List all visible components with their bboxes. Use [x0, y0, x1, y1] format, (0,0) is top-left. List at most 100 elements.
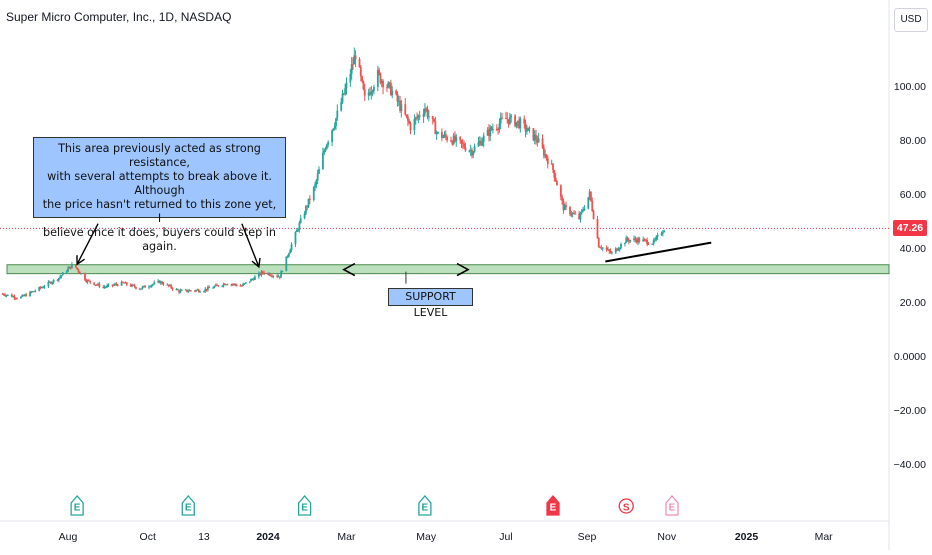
earnings-event-icon[interactable]: E — [70, 495, 84, 516]
candle-body — [620, 243, 622, 248]
arrow-shaft — [76, 223, 99, 265]
candle-body — [661, 232, 664, 234]
candle-body — [29, 291, 31, 297]
candle — [523, 115, 526, 129]
candle-body — [225, 284, 228, 286]
candle — [490, 125, 493, 132]
candle — [303, 210, 306, 220]
candle — [624, 242, 626, 247]
time-axis[interactable]: Aug Oct 13 2024 Mar May Jul Sep Nov 2025 Mar — [59, 531, 834, 543]
candle — [342, 92, 345, 96]
candle-body — [389, 82, 392, 96]
earnings-event-icon[interactable]: E — [297, 495, 312, 516]
candle-body — [452, 135, 455, 145]
event-letter: E — [301, 503, 308, 514]
candle — [206, 285, 209, 292]
candle — [423, 103, 426, 117]
earnings-event-icon[interactable]: E — [546, 495, 560, 516]
earnings-event-icon[interactable]: E — [418, 495, 432, 516]
candle-body — [610, 252, 613, 254]
support-level-label[interactable]: SUPPORT LEVEL — [388, 288, 473, 319]
candle — [596, 215, 599, 239]
candle-body — [221, 285, 224, 287]
price-axis[interactable]: 100.00 80.00 60.00 40.00 20.00 0.0000 −20.00 −4… — [894, 81, 927, 471]
candle-body — [272, 275, 275, 277]
candle-body — [61, 272, 64, 276]
candle-body — [442, 136, 445, 139]
candle — [477, 136, 480, 147]
candle — [106, 283, 109, 288]
earnings-event-icon[interactable]: E — [181, 495, 195, 516]
candle — [417, 114, 420, 124]
candle — [654, 237, 656, 242]
currency-button[interactable]: USD — [894, 8, 928, 32]
candle-body — [349, 73, 352, 83]
candle-body — [56, 279, 59, 281]
event-letter: E — [669, 503, 676, 514]
candle — [197, 288, 200, 293]
candle — [574, 210, 577, 215]
candle — [354, 50, 357, 68]
candle — [116, 283, 119, 287]
candle-body — [358, 59, 361, 68]
candle — [605, 245, 608, 252]
candle-body — [65, 271, 68, 273]
candle-body — [306, 206, 309, 208]
candle — [222, 282, 225, 288]
candle-body — [435, 132, 438, 135]
candle-body — [324, 148, 327, 151]
candle — [327, 140, 330, 148]
candle — [324, 146, 327, 153]
candle — [627, 237, 630, 245]
candle — [471, 147, 473, 159]
candle-body — [354, 55, 357, 60]
candle — [505, 111, 507, 120]
candle-body — [132, 284, 135, 286]
candle-body — [80, 273, 82, 275]
candle-body — [342, 93, 345, 95]
candle — [358, 57, 361, 68]
candle — [129, 283, 132, 288]
candle-body — [588, 191, 591, 198]
candle-body — [556, 181, 558, 186]
candle-body — [322, 152, 324, 170]
candle — [386, 84, 388, 93]
candle-body — [269, 275, 272, 277]
candle-body — [460, 139, 463, 143]
candle-body — [294, 232, 297, 245]
candle — [573, 210, 575, 215]
candle — [451, 140, 454, 146]
candle — [148, 285, 150, 290]
candle — [159, 280, 162, 286]
resistance-arrow[interactable] — [76, 223, 99, 266]
candle-body — [204, 288, 207, 292]
candle-body — [616, 248, 618, 251]
candle — [472, 150, 475, 159]
support-zone[interactable] — [6, 264, 890, 275]
candle-body — [149, 286, 152, 288]
candle — [587, 197, 590, 210]
candle-body — [13, 296, 16, 299]
candle — [382, 79, 384, 95]
candle — [582, 206, 584, 213]
candle — [257, 271, 260, 279]
candle — [208, 285, 211, 289]
candle-body — [477, 142, 480, 147]
trendline[interactable] — [605, 241, 712, 263]
resistance-note[interactable]: This area previously acted as strong res… — [33, 137, 286, 253]
candle — [16, 297, 18, 300]
candles-layer — [1, 47, 666, 301]
resistance-arrow[interactable] — [241, 223, 261, 269]
candle-body — [506, 118, 509, 120]
candle — [225, 283, 228, 286]
support-marker-right — [456, 262, 470, 277]
candle-body — [573, 212, 575, 214]
candle-body — [315, 180, 318, 185]
candle-body — [395, 90, 398, 95]
earnings-event-icon[interactable]: E — [665, 495, 679, 516]
split-event-icon[interactable]: S — [618, 498, 634, 514]
candle — [391, 85, 394, 99]
candle — [21, 294, 24, 298]
